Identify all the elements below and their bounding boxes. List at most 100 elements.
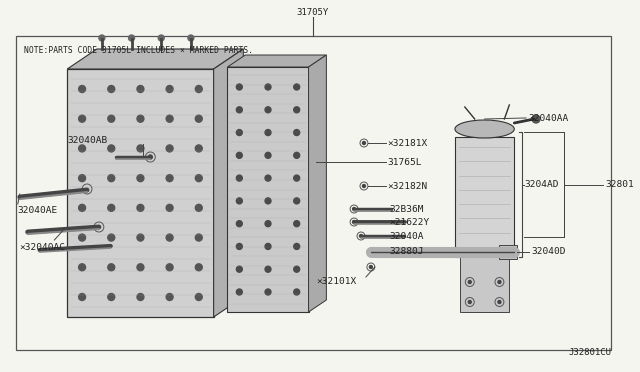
Circle shape — [108, 204, 115, 211]
Circle shape — [108, 115, 115, 122]
Circle shape — [166, 115, 173, 122]
Text: 32040AB: 32040AB — [67, 135, 108, 144]
Circle shape — [79, 174, 86, 182]
Polygon shape — [308, 55, 326, 312]
Text: ×32101X: ×32101X — [316, 278, 356, 286]
Text: ×32181X: ×32181X — [388, 138, 428, 148]
Text: 3204AD: 3204AD — [524, 180, 559, 189]
Circle shape — [294, 129, 300, 135]
Circle shape — [79, 145, 86, 152]
Circle shape — [195, 204, 202, 211]
Bar — [16, 36, 611, 350]
Circle shape — [137, 86, 144, 93]
Circle shape — [195, 264, 202, 271]
Text: 32801: 32801 — [605, 180, 634, 189]
Bar — [67, 69, 214, 317]
Polygon shape — [214, 49, 243, 317]
Circle shape — [188, 35, 194, 41]
Circle shape — [294, 198, 300, 204]
Circle shape — [129, 35, 134, 41]
Circle shape — [353, 208, 356, 211]
Circle shape — [294, 107, 300, 113]
Circle shape — [166, 204, 173, 211]
Circle shape — [362, 185, 365, 187]
Circle shape — [498, 280, 501, 283]
Circle shape — [294, 175, 300, 181]
Circle shape — [166, 145, 173, 152]
Text: 31765L: 31765L — [388, 157, 422, 167]
Text: 32040A: 32040A — [390, 231, 424, 241]
Circle shape — [362, 141, 365, 144]
Circle shape — [166, 294, 173, 301]
Circle shape — [236, 289, 243, 295]
Circle shape — [79, 264, 86, 271]
Polygon shape — [67, 49, 243, 69]
Circle shape — [137, 145, 144, 152]
Circle shape — [137, 115, 144, 122]
Text: ×21622Y: ×21622Y — [390, 218, 430, 227]
Circle shape — [195, 86, 202, 93]
Text: 31705Y: 31705Y — [296, 7, 329, 16]
Circle shape — [468, 280, 471, 283]
Circle shape — [79, 204, 86, 211]
Text: J32801CU: J32801CU — [568, 348, 611, 357]
Circle shape — [108, 174, 115, 182]
Circle shape — [265, 175, 271, 181]
Circle shape — [369, 266, 372, 269]
Circle shape — [294, 152, 300, 158]
Circle shape — [265, 289, 271, 295]
Ellipse shape — [455, 120, 515, 138]
Circle shape — [498, 301, 501, 304]
Circle shape — [108, 264, 115, 271]
Circle shape — [137, 294, 144, 301]
Circle shape — [79, 294, 86, 301]
Circle shape — [195, 294, 202, 301]
Circle shape — [236, 152, 243, 158]
Circle shape — [137, 234, 144, 241]
Circle shape — [265, 266, 271, 272]
Circle shape — [294, 221, 300, 227]
Text: ×32040AC: ×32040AC — [20, 243, 66, 251]
Text: 32040AE: 32040AE — [18, 205, 58, 215]
Circle shape — [265, 84, 271, 90]
Circle shape — [236, 198, 243, 204]
Text: NOTE:PARTS CODE 31705L INCLUDES × MARKED PARTS.: NOTE:PARTS CODE 31705L INCLUDES × MARKED… — [24, 46, 253, 55]
Circle shape — [79, 234, 86, 241]
Bar — [455, 137, 515, 257]
Circle shape — [108, 294, 115, 301]
Circle shape — [166, 86, 173, 93]
Circle shape — [265, 221, 271, 227]
Circle shape — [236, 266, 243, 272]
Bar — [499, 245, 517, 259]
Circle shape — [108, 86, 115, 93]
Circle shape — [158, 35, 164, 41]
Circle shape — [532, 115, 540, 123]
Circle shape — [236, 221, 243, 227]
Text: 32880J: 32880J — [390, 247, 424, 257]
Bar — [227, 67, 308, 312]
Circle shape — [360, 234, 362, 237]
Circle shape — [353, 221, 356, 224]
Circle shape — [468, 301, 471, 304]
Circle shape — [294, 289, 300, 295]
Polygon shape — [227, 55, 326, 67]
Circle shape — [369, 250, 372, 253]
Text: ×32182N: ×32182N — [388, 182, 428, 190]
Circle shape — [265, 198, 271, 204]
Circle shape — [265, 243, 271, 250]
Text: 32B36M: 32B36M — [390, 205, 424, 214]
Circle shape — [294, 84, 300, 90]
Circle shape — [108, 145, 115, 152]
Circle shape — [99, 35, 105, 41]
Circle shape — [166, 174, 173, 182]
Circle shape — [265, 152, 271, 158]
Text: 32040D: 32040D — [531, 247, 566, 257]
Circle shape — [166, 234, 173, 241]
Circle shape — [294, 243, 300, 250]
Circle shape — [236, 129, 243, 135]
Circle shape — [265, 107, 271, 113]
Circle shape — [195, 174, 202, 182]
Circle shape — [236, 84, 243, 90]
Circle shape — [236, 107, 243, 113]
Circle shape — [79, 86, 86, 93]
